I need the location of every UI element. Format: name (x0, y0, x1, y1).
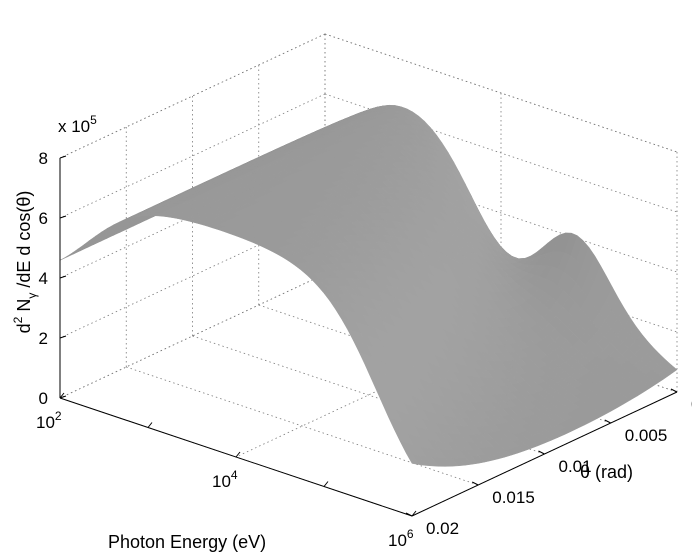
y-tick-mark (472, 481, 479, 486)
x-tick-mark (235, 451, 241, 458)
grid-line-floor-x (235, 332, 502, 458)
grid-line-floor-x (59, 273, 326, 399)
z-tick-mark (59, 215, 67, 219)
y-tick-label: 0.015 (492, 488, 535, 507)
grid-line-floor-theta (126, 366, 479, 486)
x-axis-title: Photon Energy (eV) (108, 532, 266, 552)
x-tick-mark (323, 481, 329, 487)
z-multiplier-label: x 105 (58, 113, 97, 136)
grid-line-back-z (324, 153, 678, 273)
x-tick-mark (59, 392, 65, 399)
z-tick-mark (59, 335, 67, 339)
x-tick-mark (147, 422, 153, 428)
z-tick-label: 2 (39, 329, 48, 348)
grid-line-left-z (59, 153, 326, 279)
x-tick-label: 106 (388, 527, 414, 550)
y-tick-label: 0.005 (625, 426, 668, 445)
z-tick-label: 6 (39, 209, 48, 228)
grid-line-floor-theta (192, 335, 545, 455)
z-tick-mark (59, 155, 67, 159)
grid-line-top (59, 33, 326, 159)
surface-patch (405, 452, 420, 465)
y-axis-title: θ (rad) (580, 462, 633, 482)
grid-line-left-z (59, 93, 326, 219)
grid-line-top (324, 33, 678, 153)
y-tick-mark (604, 419, 611, 424)
surface-plot (59, 104, 678, 467)
z-axis-title: d2 Nγ /dE d cos(θ) (11, 191, 39, 334)
y-tick-label: 0.01 (559, 457, 592, 476)
axis-lines (59, 155, 678, 517)
x-tick-label: 102 (36, 409, 62, 432)
x-tick-label: 104 (212, 468, 238, 491)
x-tick-mark (411, 510, 417, 517)
y-tick-mark (538, 450, 545, 455)
z-tick-label: 4 (39, 269, 48, 288)
z-tick-mark (59, 275, 67, 279)
grid-line-left-z (59, 213, 326, 339)
z-tick-mark (59, 395, 67, 399)
y-tick-mark (670, 388, 678, 393)
y-tick-label: 0.02 (426, 519, 459, 538)
z-tick-label: 0 (39, 389, 48, 408)
y-tick-mark (405, 512, 413, 517)
z-tick-label: 8 (39, 149, 48, 168)
